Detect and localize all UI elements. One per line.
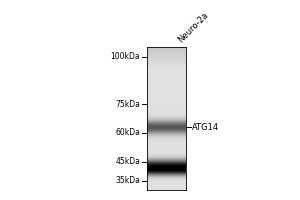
Text: Neuro-2a: Neuro-2a: [176, 10, 210, 44]
Text: 45kDa: 45kDa: [116, 157, 140, 166]
Text: 60kDa: 60kDa: [116, 128, 140, 137]
Text: 100kDa: 100kDa: [111, 52, 140, 61]
Text: ATG14: ATG14: [192, 123, 219, 132]
Text: 75kDa: 75kDa: [116, 100, 140, 109]
Text: 35kDa: 35kDa: [116, 176, 140, 185]
